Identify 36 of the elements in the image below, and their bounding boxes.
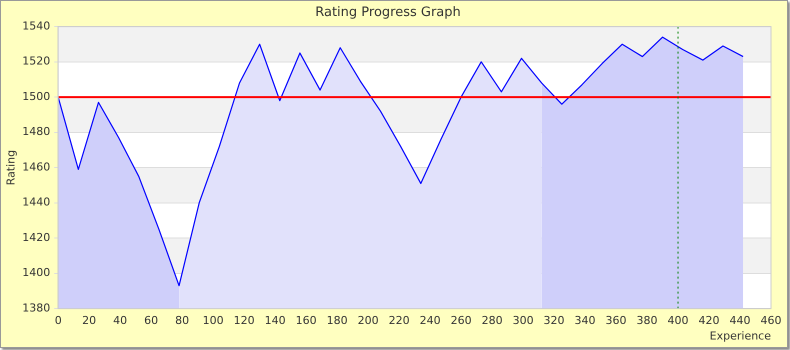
x-tick-label: 180 [326, 314, 348, 328]
x-tick-label: 260 [450, 314, 472, 328]
x-axis-title: Experience [710, 329, 772, 342]
y-tick-label: 1500 [22, 90, 50, 103]
x-tick-label: 420 [698, 314, 720, 328]
y-tick-label: 1460 [22, 160, 50, 174]
x-tick-label: 380 [636, 314, 658, 328]
x-tick-label: 100 [202, 314, 224, 328]
y-tick-label: 1480 [22, 125, 50, 138]
x-tick-label: 120 [234, 314, 255, 328]
x-tick-label: 320 [544, 314, 565, 328]
x-tick-label: 40 [113, 314, 128, 328]
x-tick-label: 240 [420, 314, 441, 328]
x-tick-label: 360 [606, 314, 627, 328]
chart-title: Rating Progress Graph [315, 5, 461, 20]
x-tick-label: 0 [54, 314, 62, 328]
x-tick-label: 300 [512, 314, 534, 328]
y-tick-label: 1420 [22, 230, 50, 244]
x-tick-label: 280 [482, 314, 503, 328]
x-tick-label: 140 [264, 314, 286, 328]
x-tick-label: 400 [668, 314, 689, 328]
x-tick-label: 80 [175, 314, 190, 328]
x-tick-label: 60 [144, 314, 158, 328]
x-tick-label: 220 [388, 314, 410, 328]
y-tick-label: 1520 [22, 54, 50, 68]
x-tick-label: 160 [296, 314, 317, 328]
x-tick-label: 440 [730, 314, 751, 328]
x-tick-label: 20 [82, 314, 96, 328]
x-tick-label: 460 [760, 314, 782, 328]
y-tick-label: 1540 [22, 19, 50, 32]
y-tick-label: 1440 [22, 196, 50, 209]
y-tick-label: 1400 [22, 266, 50, 280]
y-axis-title: Rating [4, 150, 18, 186]
x-tick-label: 200 [358, 314, 379, 328]
y-tick-label: 1380 [22, 301, 50, 314]
x-tick-label: 340 [574, 314, 596, 328]
